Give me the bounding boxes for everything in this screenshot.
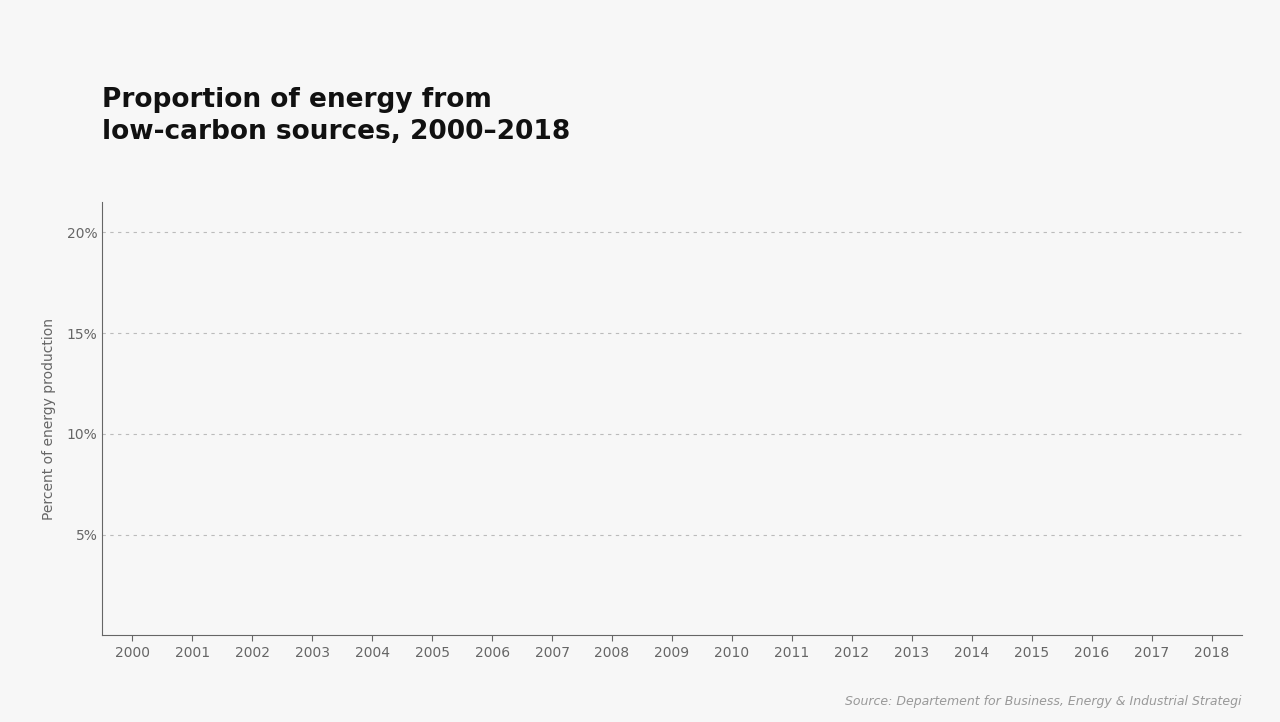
Text: Source: Departement for Business, Energy & Industrial Strategi: Source: Departement for Business, Energy… xyxy=(845,695,1242,708)
Y-axis label: Percent of energy production: Percent of energy production xyxy=(42,318,55,520)
Text: Proportion of energy from
low-carbon sources, 2000–2018: Proportion of energy from low-carbon sou… xyxy=(102,87,571,144)
